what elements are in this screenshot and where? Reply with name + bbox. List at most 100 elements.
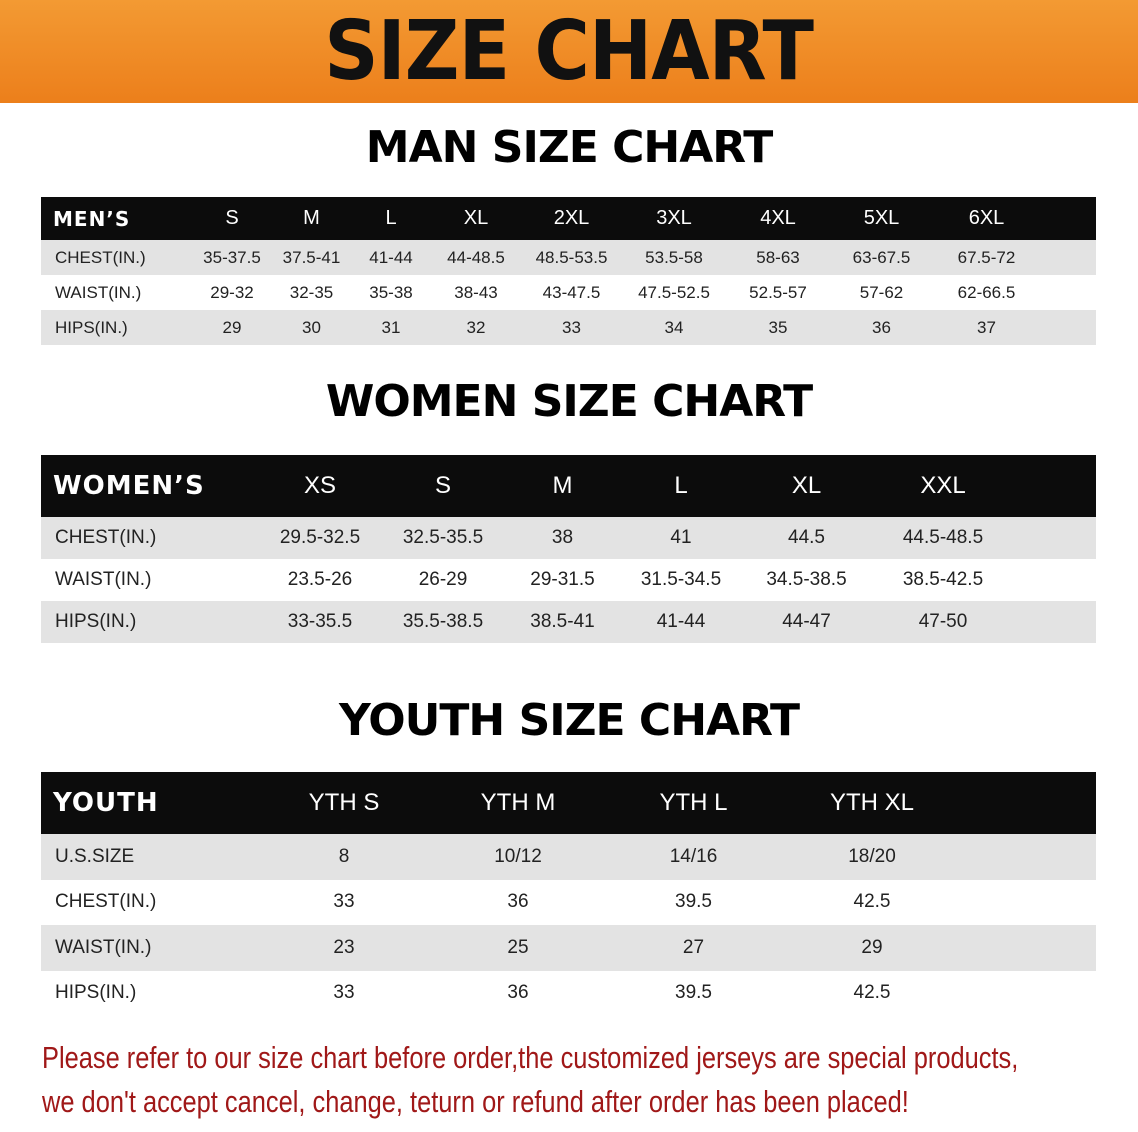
table-cell: 32-35: [289, 282, 334, 302]
table-cell: 47-50: [918, 611, 968, 632]
table-cell: 34.5-38.5: [766, 569, 847, 590]
column-header: S: [434, 472, 451, 499]
row-label: WAIST(IN.): [55, 282, 142, 302]
row-label: U.S.SIZE: [55, 845, 135, 867]
table-cell: 38-43: [454, 282, 498, 302]
men-section-title: MAN SIZE CHART: [365, 122, 773, 173]
table-cell: 23.5-26: [287, 569, 353, 590]
order-notice-line-1: Please refer to our size chart before or…: [42, 1040, 1019, 1075]
table-corner-label: WOMEN’S: [53, 471, 205, 501]
table-cell: 42.5: [853, 982, 891, 1004]
table-cell: 35-37.5: [203, 247, 261, 267]
youth-section-title: YOUTH SIZE CHART: [338, 695, 800, 746]
column-header: YTH S: [308, 789, 380, 816]
column-header: 6XL: [968, 207, 1005, 229]
table-cell: 25: [507, 936, 529, 958]
women-size-table: WOMEN’S XS S M L XL XXL CHEST(IN.) 29.5-32.5 32.5…: [41, 455, 1096, 643]
table-cell: 31: [381, 317, 401, 337]
table-cell: 36: [507, 982, 529, 1004]
table-cell: 37.5-41: [282, 247, 341, 267]
column-header: YTH XL: [829, 789, 915, 816]
row-label: CHEST(IN.): [55, 891, 157, 913]
table-cell: 36: [507, 891, 529, 913]
order-notice: Please refer to our size chart before or…: [42, 1036, 1124, 1124]
table-row: CHEST(IN.) 33 36 39.5 42.5: [41, 879, 1096, 925]
women-section-title: WOMEN SIZE CHART: [325, 376, 813, 427]
table-cell: 35: [768, 317, 788, 337]
table-cell: 44.5: [788, 527, 825, 548]
table-cell: 58-63: [756, 247, 800, 267]
column-header: XXL: [920, 472, 966, 499]
column-header: L: [385, 207, 397, 229]
table-row: U.S.SIZE 8 10/12 14/16 18/20: [41, 834, 1096, 880]
table-cell: 42.5: [853, 891, 891, 913]
table-cell: 30: [302, 317, 321, 337]
table-cell: 37: [977, 317, 996, 337]
table-cell: 39.5: [675, 891, 712, 913]
table-cell: 47.5-52.5: [638, 282, 710, 302]
table-cell: 26-29: [418, 569, 468, 590]
column-header: M: [552, 472, 573, 499]
table-cell: 10/12: [494, 845, 542, 867]
table-cell: 33: [333, 891, 355, 913]
table-row: HIPS(IN.) 29 30 31 32 33 34 35 36 37: [41, 310, 1096, 345]
youth-size-table: YOUTH YTH S YTH M YTH L YTH XL U.S.SIZE 8 10/12…: [41, 772, 1096, 1016]
order-notice-line-2: we don't accept cancel, change, teturn o…: [42, 1084, 909, 1119]
table-cell: 32.5-35.5: [402, 527, 484, 548]
row-label: HIPS(IN.): [55, 611, 137, 632]
table-cell: 31.5-34.5: [640, 569, 722, 590]
table-cell: 53.5-58: [645, 247, 703, 267]
table-cell: 23: [333, 936, 355, 958]
table-cell: 36: [872, 317, 891, 337]
men-size-table: MEN’S S M L XL 2XL 3XL 4XL 5XL 6XL CHEST(IN.) 35-37…: [41, 197, 1096, 345]
row-label: CHEST(IN.): [55, 527, 157, 548]
column-header: M: [303, 207, 320, 229]
table-row: CHEST(IN.) 35-37.5 37.5-41 41-44 44-48.5 48.5…: [41, 240, 1096, 275]
table-cell: 14/16: [669, 845, 718, 867]
table-row: CHEST(IN.) 29.5-32.5 32.5-35.5 38 41 44.5 44.5…: [41, 517, 1096, 559]
table-cell: 18/20: [848, 845, 896, 867]
table-row: HIPS(IN.) 33 36 39.5 42.5: [41, 970, 1096, 1016]
table-corner-label: MEN’S: [53, 206, 131, 231]
row-label: HIPS(IN.): [55, 982, 137, 1004]
table-cell: 39.5: [675, 982, 712, 1004]
table-cell: 44-47: [782, 611, 831, 632]
table-header-row: WOMEN’S XS S M L XL XXL: [41, 455, 1096, 517]
table-cell: 44-48.5: [447, 247, 505, 267]
column-header: 2XL: [553, 207, 590, 229]
table-row: WAIST(IN.) 23 25 27 29: [41, 925, 1096, 971]
table-cell: 29-32: [210, 282, 254, 302]
table-cell: 67.5-72: [957, 247, 1016, 267]
table-cell: 29-31.5: [530, 569, 595, 590]
column-header: XL: [463, 207, 489, 229]
table-cell: 35-38: [369, 282, 413, 302]
row-label: HIPS(IN.): [55, 317, 128, 337]
table-cell: 27: [682, 936, 705, 958]
table-cell: 38.5-41: [530, 611, 595, 632]
table-cell: 63-67.5: [852, 247, 911, 267]
table-cell: 52.5-57: [749, 282, 807, 302]
column-header: L: [674, 472, 688, 499]
table-cell: 44.5-48.5: [902, 527, 984, 548]
table-cell: 35.5-38.5: [402, 611, 484, 632]
table-cell: 32: [466, 317, 486, 337]
column-header: 4XL: [760, 207, 796, 229]
table-cell: 34: [664, 317, 684, 337]
table-cell: 33: [562, 317, 581, 337]
table-corner-label: YOUTH: [53, 788, 159, 818]
table-cell: 41-44: [369, 247, 413, 267]
row-label: WAIST(IN.): [55, 936, 152, 958]
row-label: CHEST(IN.): [55, 247, 146, 267]
table-cell: 29: [861, 936, 883, 958]
table-cell: 43-47.5: [542, 282, 601, 302]
table-cell: 48.5-53.5: [535, 247, 608, 267]
table-cell: 41: [670, 527, 692, 548]
table-cell: 33: [333, 982, 355, 1004]
column-header: YTH M: [480, 789, 556, 816]
table-cell: 57-62: [859, 282, 904, 302]
table-cell: 41-44: [656, 611, 706, 632]
table-cell: 38: [551, 527, 574, 548]
table-cell: 38.5-42.5: [902, 569, 984, 590]
row-label: WAIST(IN.): [55, 569, 152, 590]
table-header-row: MEN’S S M L XL 2XL 3XL 4XL 5XL 6XL: [41, 197, 1096, 240]
